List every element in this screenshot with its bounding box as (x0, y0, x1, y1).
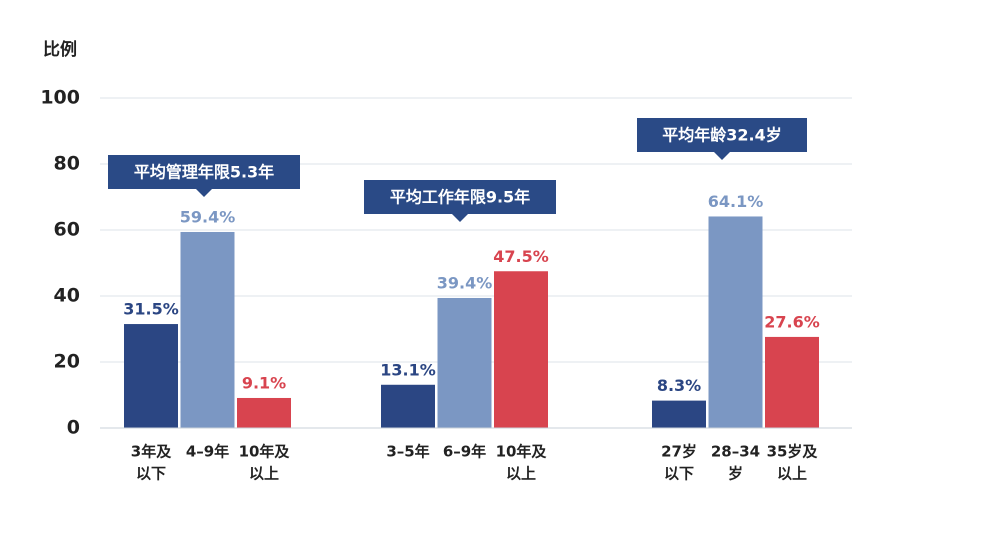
callout-text: 平均管理年限5.3年 (134, 163, 274, 182)
callout-text: 平均年龄32.4岁 (662, 126, 781, 145)
y-tick-label: 20 (54, 351, 80, 373)
bar (124, 324, 178, 428)
value-label: 47.5% (493, 247, 549, 266)
value-label: 59.4% (180, 207, 236, 226)
value-label: 8.3% (657, 376, 701, 395)
callout-box (364, 180, 556, 222)
y-tick-label: 60 (54, 219, 80, 241)
value-label: 39.4% (437, 273, 493, 292)
x-tick-label: 28–34 (711, 443, 760, 461)
x-tick-label: 岁 (728, 465, 743, 483)
bar (237, 397, 291, 428)
y-axis-label: 比例 (43, 39, 77, 60)
x-tick-label: 3–5年 (386, 443, 429, 461)
value-label: 9.1% (242, 373, 286, 392)
bar (381, 384, 435, 428)
y-tick-label: 40 (54, 285, 80, 307)
bar (652, 400, 706, 428)
value-label: 64.1% (708, 192, 764, 211)
x-tick-label: 4–9年 (186, 443, 229, 461)
x-tick-label: 10年及 (239, 443, 291, 461)
bar (437, 297, 492, 428)
y-tick-label: 0 (67, 417, 80, 439)
x-tick-label: 以上 (506, 465, 536, 483)
y-tick-label: 100 (40, 87, 80, 109)
x-tick-label: 27岁 (661, 443, 697, 461)
x-tick-label: 以下 (664, 465, 694, 483)
x-tick-label: 35岁及 (767, 443, 819, 461)
value-label: 31.5% (123, 300, 179, 319)
callout-text: 平均工作年限9.5年 (390, 188, 530, 207)
value-label: 27.6% (764, 312, 820, 331)
callout-box (637, 118, 807, 160)
bar (494, 271, 548, 428)
value-label: 13.1% (380, 360, 436, 379)
x-tick-label: 3年及 (131, 443, 172, 461)
x-tick-label: 6–9年 (443, 443, 486, 461)
bar (180, 231, 235, 428)
x-tick-label: 以上 (777, 465, 807, 483)
bar (708, 216, 763, 428)
y-tick-label: 80 (54, 153, 80, 175)
x-tick-label: 以下 (136, 465, 166, 483)
x-tick-label: 10年及 (496, 443, 548, 461)
bar (765, 336, 819, 428)
callout-box (108, 155, 300, 197)
x-tick-label: 以上 (249, 465, 279, 483)
